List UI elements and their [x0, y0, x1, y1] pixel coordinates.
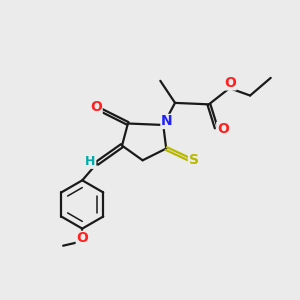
Text: N: N — [161, 114, 172, 128]
Text: O: O — [217, 122, 229, 136]
Text: S: S — [189, 153, 199, 167]
Text: O: O — [224, 76, 236, 90]
Text: O: O — [90, 100, 102, 114]
Text: O: O — [76, 231, 88, 245]
Text: H: H — [85, 155, 96, 168]
